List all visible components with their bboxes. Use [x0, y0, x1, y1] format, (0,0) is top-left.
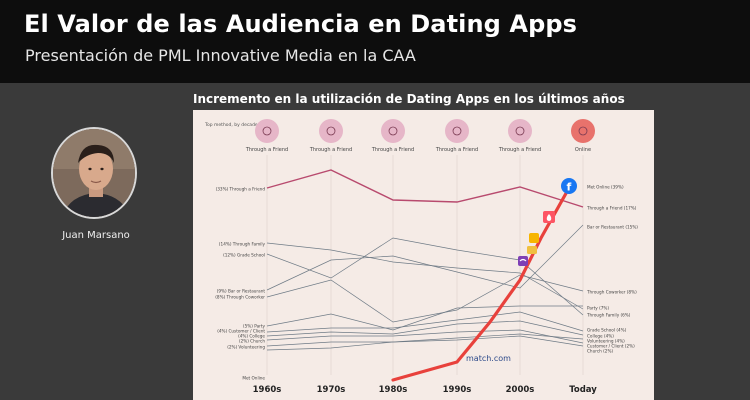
right-series-label: Through Family (6%) — [586, 313, 631, 318]
left-series-label: (12%) Grade School — [223, 253, 265, 258]
series-line — [266, 335, 584, 347]
left-series-label: (9%) Bar or Restaurant — [217, 289, 266, 294]
header-bar: El Valor de las Audiencia en Dating Apps… — [0, 0, 750, 83]
presenter-name: Juan Marsano — [62, 230, 130, 241]
friend-method-icon — [508, 119, 532, 143]
top-method-text: Through a Friend — [371, 147, 414, 153]
tinder-icon — [543, 211, 555, 223]
left-series-label: (4%) Customer / Client — [217, 329, 265, 334]
right-series-label: Church (2%) — [587, 349, 613, 354]
grindr-icon — [527, 246, 537, 254]
left-series-label: (2%) Volunteering — [227, 345, 265, 350]
slide-title: Incremento en la utilización de Dating A… — [193, 92, 625, 106]
right-series-label: Through Coworker (8%) — [586, 290, 637, 295]
friend-method-icon — [381, 119, 405, 143]
method-glyph — [578, 126, 588, 136]
presentation-subtitle: Presentación de PML Innovative Media en … — [25, 46, 416, 65]
series-line — [266, 311, 584, 333]
right-series-label: Through a Friend (17%) — [586, 206, 637, 211]
series-line — [266, 274, 584, 323]
top-method-text: Through a Friend — [435, 147, 478, 153]
friend-method-icon — [445, 119, 469, 143]
right-series-label: Party (7%) — [587, 306, 609, 311]
left-series-label: (5%) Party — [243, 324, 266, 329]
svg-text:f: f — [567, 181, 572, 194]
left-series-label: (33%) Through a Friend — [216, 187, 266, 192]
series-line — [266, 237, 584, 316]
series-line — [266, 329, 584, 344]
right-series-label: Volunteering (4%) — [587, 339, 625, 344]
left-series-label: (4%) College — [238, 334, 265, 339]
right-series-label: College (4%) — [587, 334, 614, 339]
left-series-label: (8%) Through Coworker — [215, 295, 265, 300]
series-line — [266, 333, 584, 351]
x-tick-label: 1980s — [379, 385, 408, 395]
method-glyph — [515, 126, 525, 136]
top-method-text: Through a Friend — [309, 147, 352, 153]
dating-app-icon — [518, 256, 528, 266]
x-tick-label: 2000s — [506, 385, 535, 395]
online-method-icon — [571, 119, 595, 143]
left-series-label: (14%) Through Family — [219, 242, 266, 247]
top-method-label: Top method, by decade — [204, 122, 258, 128]
chart-svg: Top method, by decade Through a Friend Th… — [204, 119, 638, 395]
x-tick-label: 1990s — [443, 385, 472, 395]
presenter-avatar — [51, 127, 137, 219]
series-line — [266, 320, 584, 337]
x-tick-label: 1960s — [253, 385, 282, 395]
right-series-label: Customer / Client (2%) — [587, 344, 635, 349]
method-glyph — [326, 126, 336, 136]
bumble-icon — [529, 233, 539, 243]
x-tick-label: Today — [569, 385, 597, 395]
method-glyph — [262, 126, 272, 136]
series-line — [266, 169, 584, 208]
match-annotation: match.com — [466, 354, 511, 363]
top-method-text: Through a Friend — [498, 147, 541, 153]
top-method-text: Through a Friend — [245, 147, 288, 153]
right-series-label: Bar or Restaurant (15%) — [587, 225, 638, 230]
series-line — [266, 242, 584, 310]
person-icon — [53, 129, 135, 217]
right-series-label: Met Online (39%) — [587, 185, 624, 190]
x-tick-label: 1970s — [317, 385, 346, 395]
presentation-title: El Valor de las Audiencia en Dating Apps — [24, 10, 578, 38]
friend-method-icon — [255, 119, 279, 143]
friend-method-icon — [319, 119, 343, 143]
method-glyph — [388, 126, 398, 136]
facebook-icon: f — [561, 178, 577, 194]
top-method-text: Online — [575, 147, 591, 153]
dating-chart: Top method, by decade Through a Friend Th… — [193, 110, 654, 400]
met-online-line — [391, 186, 571, 382]
right-series-label: Grade School (4%) — [587, 328, 627, 333]
series-line — [266, 305, 583, 331]
method-glyph — [452, 126, 462, 136]
left-series-label: Met Online — [242, 376, 265, 381]
left-series-label: (2%) Church — [239, 339, 265, 344]
